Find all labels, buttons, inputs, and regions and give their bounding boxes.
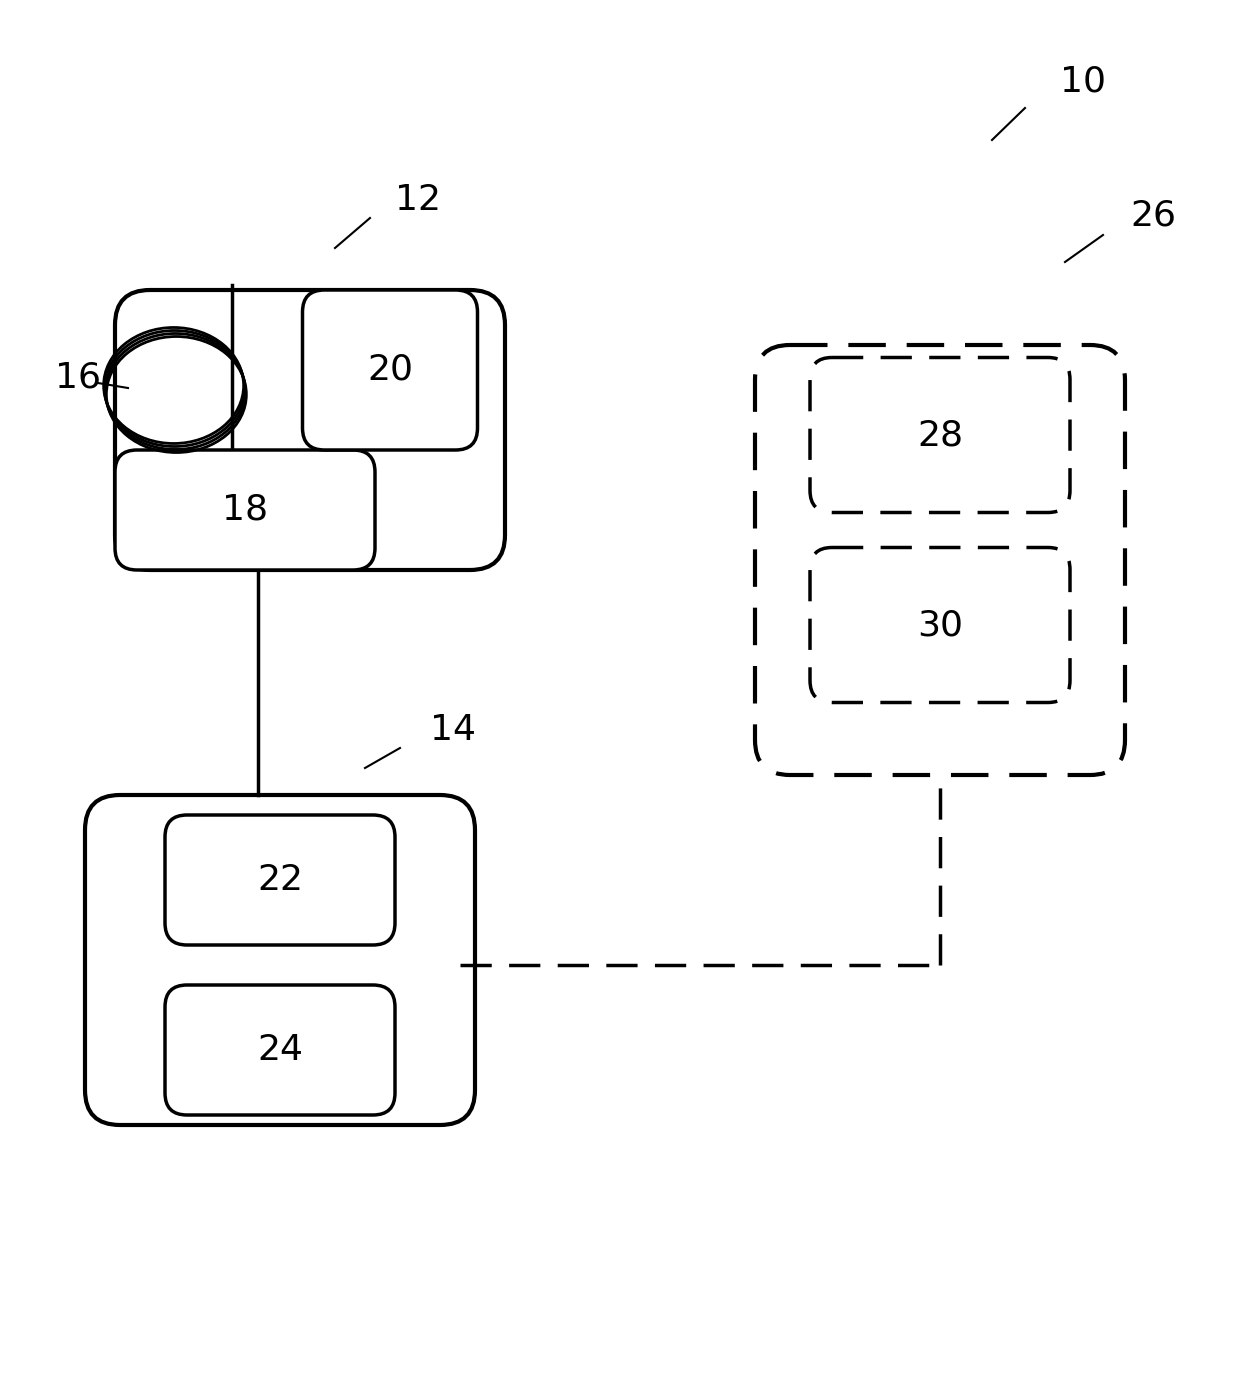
FancyBboxPatch shape <box>115 449 374 570</box>
Text: 30: 30 <box>918 608 963 643</box>
Text: 10: 10 <box>1060 64 1106 99</box>
FancyBboxPatch shape <box>115 290 505 570</box>
FancyBboxPatch shape <box>755 344 1125 776</box>
Text: 12: 12 <box>396 183 441 217</box>
Text: 14: 14 <box>430 713 476 748</box>
Text: 20: 20 <box>367 353 413 386</box>
Text: 22: 22 <box>257 862 303 897</box>
FancyBboxPatch shape <box>86 795 475 1126</box>
FancyBboxPatch shape <box>810 547 1070 703</box>
Text: 26: 26 <box>1130 197 1176 232</box>
FancyBboxPatch shape <box>165 815 396 945</box>
Text: 18: 18 <box>222 493 268 526</box>
FancyBboxPatch shape <box>165 986 396 1114</box>
FancyBboxPatch shape <box>303 290 477 449</box>
Text: 28: 28 <box>916 419 963 452</box>
Text: 24: 24 <box>257 1033 303 1067</box>
FancyBboxPatch shape <box>810 357 1070 512</box>
Text: 16: 16 <box>55 361 100 395</box>
